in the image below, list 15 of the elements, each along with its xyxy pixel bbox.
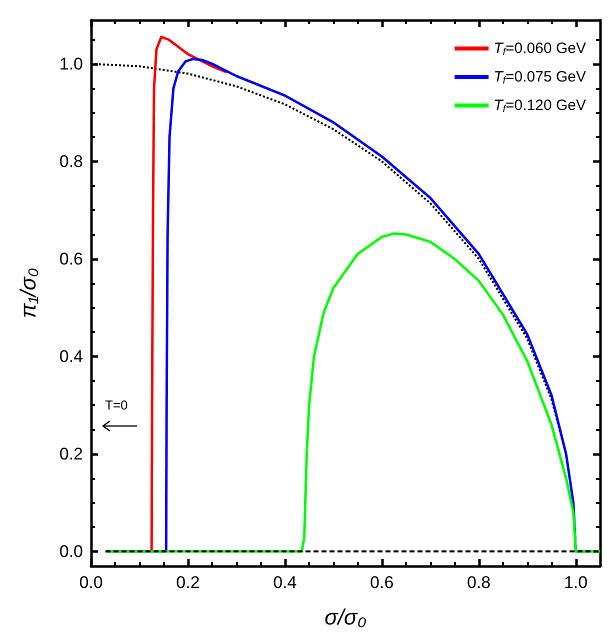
x-tick-label: 0.0 [79,573,103,592]
x-tick-label: 0.8 [466,573,491,592]
x-axis-title: σ/σ₀ [324,604,366,630]
x-tick-label: 0.2 [176,573,200,592]
y-axis-title: π₁/σ₀ [16,268,40,318]
y-tick-label: 0.4 [59,346,83,366]
y-tick-label: 1.0 [59,54,83,74]
x-tick-label: 0.4 [273,573,297,592]
y-tick-label: 0.6 [59,249,83,268]
y-tick-label: 0.8 [59,152,83,171]
x-tick-label: 0.6 [370,573,394,592]
x-tick-label: 1.0 [564,573,588,592]
y-tick-label: 0.0 [59,542,83,561]
y-tick-label: 0.2 [59,444,83,464]
annotation: T=0 [105,398,128,412]
